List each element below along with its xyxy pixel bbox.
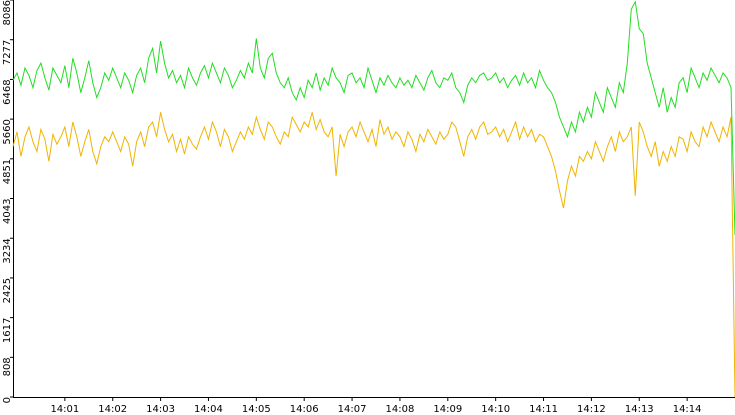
x-tick-label: 14:12 <box>577 404 606 415</box>
y-tick-label: 0 <box>2 397 13 403</box>
x-tick-label: 14:13 <box>625 404 654 415</box>
x-tick-label: 14:10 <box>481 404 510 415</box>
x-tick-label: 14:04 <box>194 404 223 415</box>
x-tick-label: 14:11 <box>529 404 558 415</box>
x-tick-label: 14:09 <box>433 404 462 415</box>
series-line <box>12 112 735 398</box>
y-tick-label: 7277 <box>2 40 13 65</box>
x-tick-label: 14:08 <box>386 404 415 415</box>
series-line <box>12 0 735 235</box>
x-tick-label: 14:02 <box>98 404 127 415</box>
x-tick-label: 14:05 <box>242 404 271 415</box>
y-tick-label: 5660 <box>2 119 13 144</box>
y-tick-label: 8086 <box>2 0 13 25</box>
x-tick-label: 14:06 <box>290 404 319 415</box>
y-tick-label: 808 <box>2 357 13 376</box>
x-tick-label: 14:01 <box>50 404 79 415</box>
y-tick-label: 1617 <box>2 318 13 343</box>
x-tick-label: 14:03 <box>146 404 175 415</box>
x-tick-label: 14:14 <box>673 404 702 415</box>
y-tick-label: 4851 <box>2 159 13 184</box>
y-tick-label: 4043 <box>2 199 13 224</box>
x-tick-label: 14:07 <box>338 404 367 415</box>
y-tick-label: 6468 <box>2 79 13 104</box>
y-tick-label: 2425 <box>2 278 13 303</box>
y-tick-label: 3234 <box>2 238 13 263</box>
